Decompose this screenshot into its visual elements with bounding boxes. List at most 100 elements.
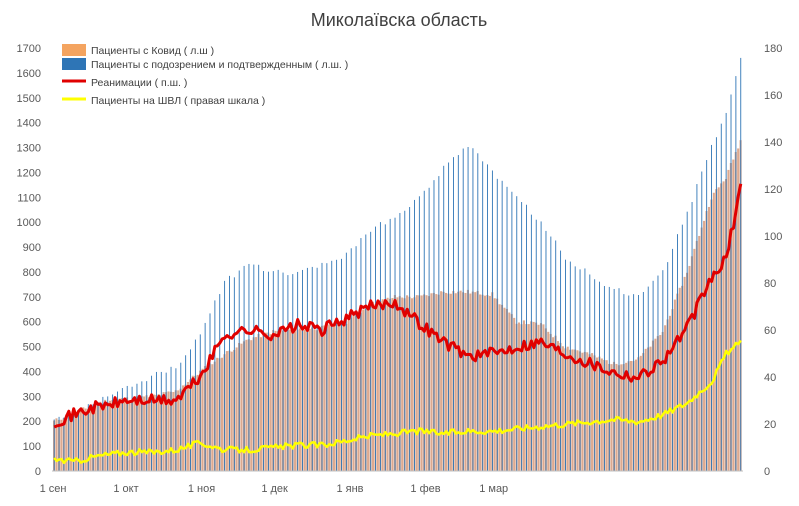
- bar-suspected-30: [126, 385, 128, 471]
- bar-suspected-26: [117, 391, 118, 471]
- bar-covid-153: [425, 295, 428, 471]
- y-left-tick-label: 900: [23, 242, 41, 254]
- y-right-tick-label: 120: [764, 184, 782, 196]
- bar-suspected-40: [151, 375, 153, 471]
- bar-covid-15: [89, 407, 92, 471]
- bar-covid-189: [513, 317, 516, 471]
- bar-suspected-178: [487, 164, 488, 471]
- bar-suspected-48: [170, 366, 172, 471]
- bar-covid-93: [279, 330, 282, 471]
- bar-suspected-270: [711, 144, 712, 471]
- bar-suspected-18: [97, 401, 99, 471]
- bar-suspected-258: [681, 224, 683, 471]
- bar-suspected-32: [131, 386, 133, 471]
- y-right-tick-label: 100: [764, 231, 782, 243]
- bar-suspected-24: [112, 394, 114, 471]
- bar-suspected-218: [584, 268, 586, 471]
- bar-covid-99: [294, 331, 297, 471]
- bar-suspected-200: [540, 221, 542, 471]
- bar-suspected-98: [292, 274, 294, 471]
- bar-covid-279: [732, 159, 735, 472]
- y-left-tick-label: 1500: [17, 93, 41, 105]
- y-right-tick-label: 160: [764, 90, 782, 102]
- bar-covid-187: [508, 312, 511, 471]
- bar-covid-3: [60, 419, 63, 471]
- bar-covid-143: [401, 297, 404, 471]
- bar-covid-43: [157, 394, 160, 471]
- y-right-tick-label: 0: [764, 466, 770, 478]
- bar-covid-145: [406, 295, 409, 471]
- bar-suspected-54: [185, 355, 187, 471]
- bar-suspected-142: [399, 212, 401, 472]
- bar-covid-5: [65, 414, 68, 471]
- bar-suspected-118: [341, 258, 342, 471]
- bar-suspected-42: [155, 371, 157, 471]
- x-tick-label: 1 янв: [336, 483, 363, 495]
- bar-suspected-124: [355, 246, 357, 471]
- bar-covid-167: [459, 290, 462, 471]
- y-left-tick-label: 100: [23, 441, 41, 453]
- bar-suspected-276: [725, 112, 727, 472]
- bar-covid-47: [167, 391, 170, 471]
- bar-suspected-158: [438, 176, 440, 471]
- bar-covid-103: [303, 329, 306, 471]
- bar-suspected-74: [233, 277, 235, 471]
- bar-covid-253: [668, 315, 672, 471]
- bar-covid-29: [123, 399, 126, 471]
- bar-suspected-266: [701, 171, 703, 471]
- bar-suspected-140: [394, 217, 396, 471]
- y-left-tick-label: 700: [23, 292, 41, 304]
- bar-covid-275: [722, 181, 725, 471]
- legend-swatch: [62, 58, 86, 70]
- bar-covid-269: [707, 206, 710, 471]
- bar-suspected-246: [652, 280, 654, 471]
- bar-covid-97: [289, 329, 292, 471]
- bar-covid-27: [118, 398, 121, 471]
- bar-suspected-10: [78, 413, 79, 471]
- bar-suspected-28: [121, 388, 123, 471]
- bar-covid-213: [571, 349, 574, 471]
- bar-suspected-282: [740, 57, 742, 471]
- legend-entry: Пациенты на ШВЛ ( правая шкала ): [91, 95, 265, 107]
- bar-covid-75: [235, 347, 238, 471]
- bar-covid-11: [79, 408, 82, 471]
- bar-suspected-224: [599, 281, 600, 471]
- bar-suspected-242: [642, 291, 644, 471]
- bar-covid-141: [396, 297, 399, 471]
- bar-suspected-64: [209, 313, 211, 471]
- bar-suspected-38: [146, 381, 148, 471]
- bar-covid-237: [630, 360, 633, 471]
- bar-covid-251: [664, 325, 667, 471]
- bar-suspected-78: [243, 265, 245, 471]
- bar-suspected-182: [496, 178, 498, 471]
- bar-covid-147: [410, 298, 413, 471]
- bar-suspected-212: [569, 261, 571, 471]
- bar-covid-67: [216, 357, 219, 471]
- bar-suspected-252: [667, 262, 669, 471]
- chart-title: Миколаївска область: [311, 10, 488, 30]
- bar-suspected-170: [467, 147, 469, 471]
- bar-suspected-172: [472, 148, 474, 471]
- bar-covid-79: [245, 339, 248, 471]
- bar-covid-241: [639, 355, 642, 471]
- bar-suspected-2: [58, 416, 60, 471]
- bar-covid-89: [269, 334, 272, 471]
- bar-covid-177: [483, 295, 486, 471]
- bar-covid-121: [347, 320, 350, 471]
- bar-suspected-52: [180, 362, 182, 471]
- bar-covid-83: [255, 337, 258, 471]
- bar-covid-261: [688, 265, 691, 471]
- bar-suspected-214: [574, 266, 576, 471]
- bar-suspected-76: [238, 270, 240, 471]
- y-right-tick-label: 140: [764, 137, 782, 149]
- bar-covid-265: [698, 235, 701, 471]
- bar-suspected-236: [628, 295, 630, 471]
- bar-covid-281: [737, 148, 740, 471]
- bar-covid-211: [566, 346, 569, 471]
- x-tick-label: 1 дек: [261, 483, 288, 495]
- bar-suspected-66: [214, 300, 216, 471]
- bar-covid-119: [342, 321, 345, 471]
- y-left-tick-label: 500: [23, 342, 41, 354]
- bar-covid-205: [552, 337, 555, 471]
- bar-suspected-204: [550, 236, 552, 471]
